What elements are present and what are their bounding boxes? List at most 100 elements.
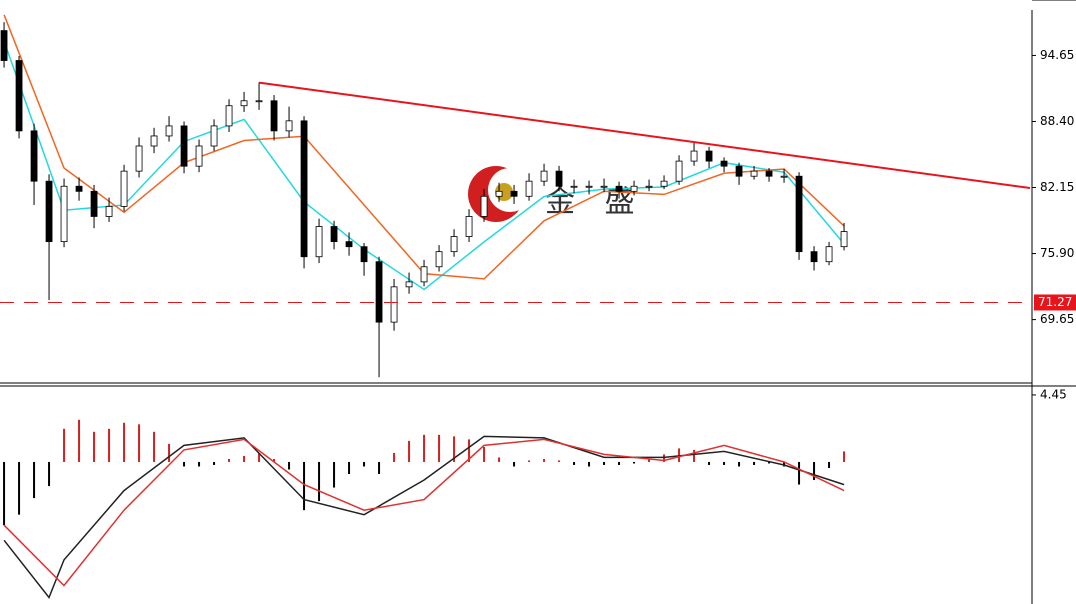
candle-body (285, 120, 293, 132)
candle-body (645, 185, 653, 188)
histogram-bar (723, 461, 726, 465)
candle-body (780, 175, 788, 178)
histogram-bar (573, 461, 576, 465)
histogram-bar (483, 446, 486, 462)
histogram-bar (528, 460, 531, 462)
candle-body (570, 185, 578, 188)
candle-body (465, 216, 473, 237)
histogram-bar (318, 461, 321, 502)
candle-body (270, 100, 278, 132)
candle-body (195, 145, 203, 167)
histogram-bar (453, 436, 456, 462)
histogram-bar (408, 440, 411, 462)
histogram-bar (378, 461, 381, 475)
histogram-bar (693, 449, 696, 462)
candle-body (525, 180, 533, 197)
candle-body (795, 175, 803, 253)
y-tick-label: 75.90 (1040, 246, 1074, 260)
histogram-bar (303, 461, 306, 511)
histogram-bar (618, 461, 621, 465)
histogram-bar (258, 452, 261, 462)
histogram-bar (663, 454, 666, 462)
candle-body (405, 281, 413, 288)
histogram-bar (198, 461, 201, 467)
histogram-bar (123, 422, 126, 462)
candle-body (255, 100, 263, 103)
histogram-bar (603, 461, 606, 465)
histogram-bar (543, 458, 546, 462)
candle-body (735, 165, 743, 177)
candle-body (210, 125, 218, 147)
histogram-bar (153, 431, 156, 462)
candle-body (825, 246, 833, 263)
candle-body (510, 190, 518, 197)
histogram-bar (228, 458, 231, 462)
histogram-bar (708, 461, 711, 465)
candle-body (120, 170, 128, 207)
candle-body (750, 170, 758, 177)
histogram-bar (783, 461, 786, 467)
y-tick-label: 4.45 (1040, 387, 1067, 401)
candle-body (675, 160, 683, 182)
candle-body (300, 120, 308, 258)
candle-body (390, 286, 398, 323)
candle-body (105, 206, 113, 217)
candle-body (480, 195, 488, 217)
candle-body (420, 266, 428, 283)
histogram-bar (813, 461, 816, 481)
candle-body (0, 30, 8, 61)
candle-body (330, 226, 338, 243)
level-label-box (1034, 294, 1076, 311)
candle-body (810, 251, 818, 263)
histogram-bar (498, 457, 501, 462)
histogram-bar (333, 461, 336, 488)
histogram-bar (633, 461, 636, 464)
candle-body (720, 160, 728, 167)
candle-body (315, 226, 323, 258)
candle-body (375, 261, 383, 323)
indicator-line (3, 438, 845, 587)
candle-body (660, 180, 668, 187)
candle-body (705, 150, 713, 162)
histogram-bar (828, 461, 831, 468)
histogram-bar (798, 461, 801, 485)
histogram-bar (588, 461, 591, 467)
candle-body (435, 251, 443, 268)
candle-body (345, 241, 353, 248)
histogram-bar (438, 434, 441, 462)
candle-body (165, 125, 173, 137)
candle-body (45, 180, 53, 243)
histogram-bar (363, 461, 366, 467)
candle-body (90, 190, 98, 217)
indicator-line (3, 40, 845, 291)
candle-body (15, 60, 23, 132)
histogram-bar (18, 461, 21, 515)
histogram-bar (513, 461, 516, 467)
histogram-bar (753, 461, 756, 465)
candle-body (180, 125, 188, 167)
histogram-bar (558, 460, 561, 462)
candle-body (555, 170, 563, 187)
histogram-bar (93, 431, 96, 462)
histogram-bar (843, 451, 846, 462)
histogram-bar (33, 461, 36, 499)
histogram-bar (3, 461, 6, 526)
indicator-line (3, 435, 845, 599)
level-label: 71.27 (1038, 295, 1072, 309)
y-tick-label: 94.65 (1040, 48, 1074, 62)
histogram-bar (468, 439, 471, 462)
candle-body (630, 185, 638, 192)
candle-body (585, 185, 593, 188)
histogram-bar (183, 461, 186, 467)
y-tick-label: 82.15 (1040, 180, 1074, 194)
candle-body (600, 185, 608, 188)
histogram-bar (768, 461, 771, 464)
candle-body (225, 105, 233, 127)
candle-body (765, 170, 773, 177)
histogram-bar (138, 424, 141, 462)
candle-body (150, 135, 158, 147)
candle-body (690, 150, 698, 162)
histogram-bar (168, 443, 171, 462)
y-tick-label: 88.40 (1040, 114, 1074, 128)
